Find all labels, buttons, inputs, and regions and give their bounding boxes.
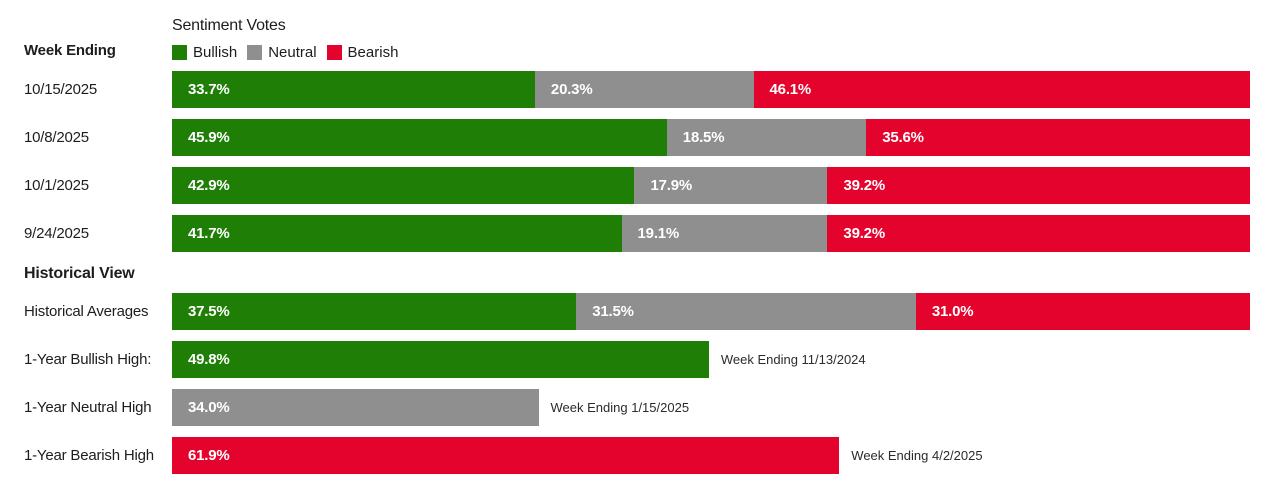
legend-label-bullish: Bullish — [193, 44, 238, 61]
bearish-high-bar: 61.9% — [172, 437, 840, 474]
neutral-swatch-icon — [247, 45, 263, 60]
week-ending-date: 10/1/2025 — [24, 177, 89, 194]
bearish-percent-label: 39.2% — [843, 225, 885, 242]
chart-header: Week Ending Sentiment Votes Bullish Neut… — [0, 0, 1250, 61]
bullish-bar-segment: 33.7% — [172, 71, 535, 108]
historical-averages-label: Historical Averages — [24, 303, 149, 320]
bullish-bar-segment: 41.7% — [172, 215, 622, 252]
bullish-percent-label: 41.7% — [188, 225, 230, 242]
one-year-bearish-high-row: 1-Year Bearish High 61.9% Week Ending 4/… — [0, 437, 1250, 474]
legend-label-bearish: Bearish — [347, 44, 399, 61]
bullish-bar-segment: 45.9% — [172, 119, 667, 156]
bearish-bar-segment: 39.2% — [827, 215, 1250, 252]
neutral-bar-segment: 31.5% — [576, 293, 916, 330]
neutral-bar-segment: 20.3% — [534, 71, 754, 108]
neutral-percent-label: 17.9% — [650, 177, 693, 194]
one-year-bullish-high-label: 1-Year Bullish High: — [24, 351, 152, 368]
stacked-bar: 45.9% 18.5% 35.6% — [172, 119, 1250, 156]
neutral-bar-segment: 18.5% — [666, 119, 867, 156]
neutral-percent-label: 18.5% — [682, 129, 725, 146]
bearish-bar-segment: 46.1% — [753, 71, 1250, 108]
bearish-bar-segment: 31.0% — [915, 293, 1250, 330]
sentiment-row-week-4: 9/24/2025 41.7% 19.1% 39.2% — [0, 215, 1250, 252]
stacked-bar: 41.7% 19.1% 39.2% — [172, 215, 1250, 252]
bearish-swatch-icon — [326, 45, 342, 60]
stacked-bar: 37.5% 31.5% 31.0% — [172, 293, 1250, 330]
sentiment-row-week-2: 10/8/2025 45.9% 18.5% 35.6% — [0, 119, 1250, 156]
legend-label-neutral: Neutral — [268, 44, 317, 61]
stacked-bar: 42.9% 17.9% 39.2% — [172, 167, 1251, 204]
bullish-high-bar: 49.8% — [172, 341, 709, 378]
chart-title: Sentiment Votes — [172, 17, 286, 34]
legend-item-bearish: Bearish — [326, 44, 399, 61]
neutral-bar-segment: 19.1% — [621, 215, 828, 252]
bearish-bar-segment: 39.2% — [827, 167, 1251, 204]
week-ending-column-header: Week Ending — [24, 42, 116, 59]
single-bar-track: 61.9% Week Ending 4/2/2025 — [172, 437, 1250, 474]
neutral-percent-label: 31.5% — [592, 303, 634, 320]
bearish-bar-segment: 35.6% — [866, 119, 1250, 156]
bearish-percent-label: 39.2% — [843, 177, 885, 194]
week-ending-date: 9/24/2025 — [24, 225, 89, 242]
bullish-high-percent-label: 49.8% — [188, 351, 230, 368]
legend-item-bullish: Bullish — [172, 44, 237, 61]
stacked-bar: 33.7% 20.3% 46.1% — [172, 71, 1250, 108]
week-ending-annotation: Week Ending 1/15/2025 — [550, 400, 690, 415]
bullish-percent-label: 33.7% — [188, 81, 230, 98]
chart-title-block: Sentiment Votes Bullish Neutral Bearish — [172, 0, 1250, 61]
neutral-percent-label: 20.3% — [550, 81, 593, 98]
historical-averages-row: Historical Averages 37.5% 31.5% 31.0% — [0, 293, 1250, 330]
neutral-percent-label: 19.1% — [637, 225, 680, 242]
bullish-percent-label: 42.9% — [188, 177, 230, 194]
bullish-swatch-icon — [172, 45, 187, 60]
bullish-percent-label: 45.9% — [188, 129, 230, 146]
sentiment-row-week-3: 10/1/2025 42.9% 17.9% 39.2% — [0, 167, 1251, 204]
week-ending-date: 10/8/2025 — [24, 129, 89, 146]
bearish-high-percent-label: 61.9% — [188, 447, 230, 464]
one-year-bearish-high-label: 1-Year Bearish High — [24, 447, 154, 464]
neutral-high-percent-label: 34.0% — [188, 399, 230, 416]
bearish-percent-label: 31.0% — [931, 303, 974, 320]
legend-item-neutral: Neutral — [247, 44, 317, 61]
neutral-high-bar: 34.0% — [172, 389, 539, 426]
bullish-percent-label: 37.5% — [188, 303, 230, 320]
one-year-bullish-high-row: 1-Year Bullish High: 49.8% Week Ending 1… — [0, 341, 1250, 378]
neutral-bar-segment: 17.9% — [634, 167, 828, 204]
bearish-percent-label: 46.1% — [769, 81, 812, 98]
bullish-bar-segment: 42.9% — [172, 167, 635, 204]
week-ending-annotation: Week Ending 11/13/2024 — [720, 352, 866, 367]
single-bar-track: 49.8% Week Ending 11/13/2024 — [172, 341, 1250, 378]
chart-legend: Bullish Neutral Bearish — [172, 44, 1250, 61]
bearish-percent-label: 35.6% — [882, 129, 924, 146]
one-year-neutral-high-row: 1-Year Neutral High 34.0% Week Ending 1/… — [0, 389, 1250, 426]
one-year-neutral-high-label: 1-Year Neutral High — [24, 399, 152, 416]
week-ending-date: 10/15/2025 — [24, 81, 98, 98]
sentiment-row-week-1: 10/15/2025 33.7% 20.3% 46.1% — [0, 71, 1250, 108]
bullish-bar-segment: 37.5% — [172, 293, 577, 330]
week-ending-annotation: Week Ending 4/2/2025 — [851, 448, 983, 463]
historical-view-heading: Historical View — [24, 265, 135, 282]
single-bar-track: 34.0% Week Ending 1/15/2025 — [172, 389, 1250, 426]
